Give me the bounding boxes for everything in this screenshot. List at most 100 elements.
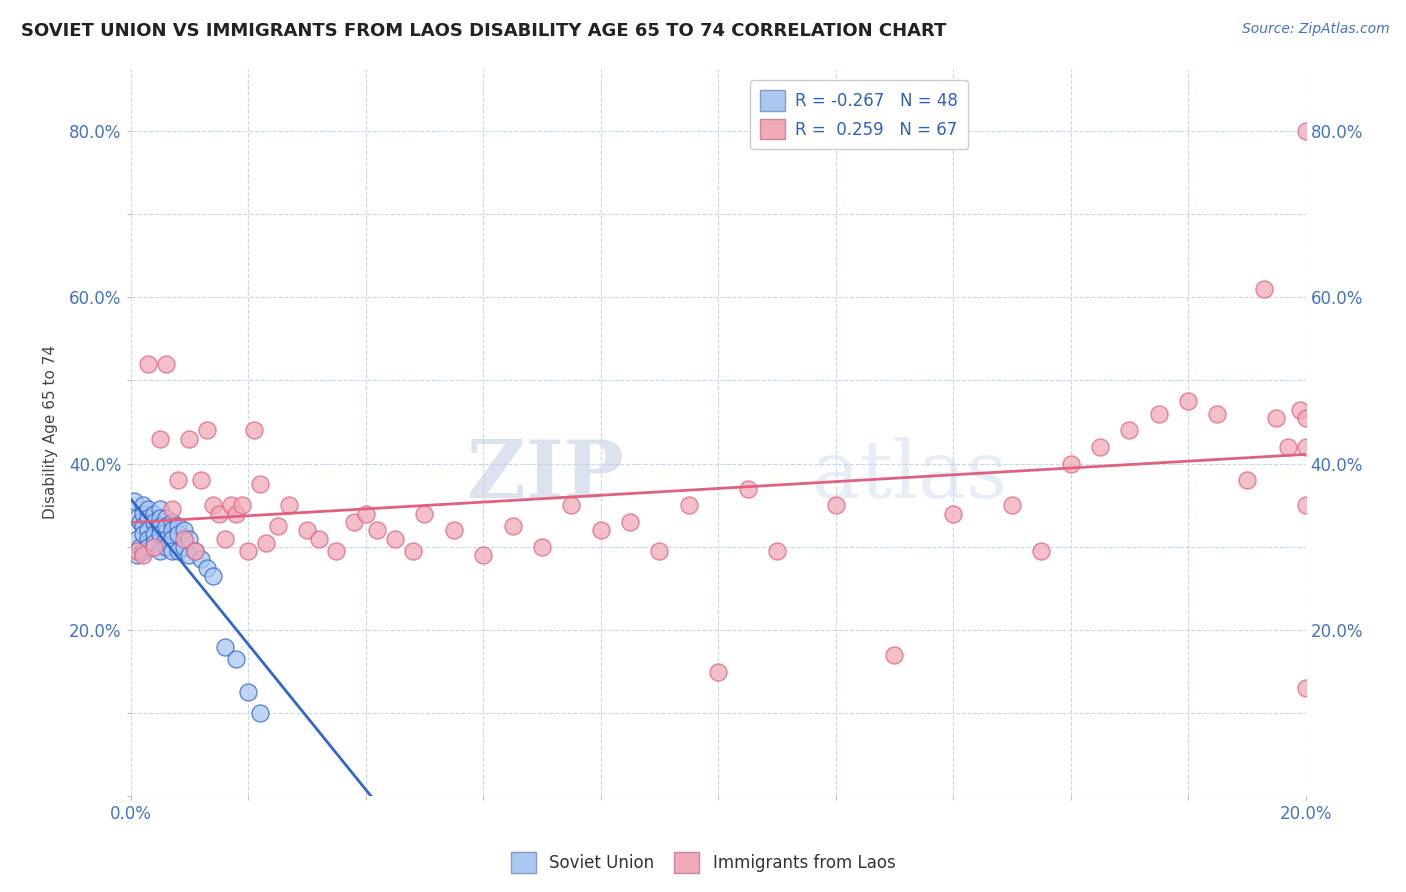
Point bbox=[143, 535, 166, 549]
Point bbox=[179, 532, 201, 546]
Point bbox=[143, 527, 166, 541]
Point bbox=[160, 523, 183, 537]
Point bbox=[125, 510, 148, 524]
Point bbox=[155, 357, 177, 371]
Text: atlas: atlas bbox=[813, 437, 1007, 516]
Point bbox=[149, 519, 172, 533]
Point bbox=[125, 532, 148, 546]
Text: Source: ZipAtlas.com: Source: ZipAtlas.com bbox=[1241, 22, 1389, 37]
Point bbox=[883, 648, 905, 662]
Point bbox=[443, 523, 465, 537]
Point bbox=[149, 502, 172, 516]
Point bbox=[190, 552, 212, 566]
Point bbox=[173, 540, 195, 554]
Point bbox=[238, 544, 260, 558]
Point bbox=[225, 652, 247, 666]
Point bbox=[155, 540, 177, 554]
Point bbox=[824, 498, 846, 512]
Point bbox=[1295, 440, 1317, 454]
Point bbox=[249, 477, 271, 491]
Point bbox=[166, 519, 188, 533]
Point bbox=[1177, 394, 1199, 409]
Point bbox=[208, 507, 231, 521]
Point bbox=[1118, 424, 1140, 438]
Point bbox=[766, 544, 789, 558]
Point bbox=[560, 498, 582, 512]
Point bbox=[166, 473, 188, 487]
Point bbox=[131, 548, 153, 562]
Point bbox=[160, 544, 183, 558]
Legend: R = -0.267   N = 48, R =  0.259   N = 67: R = -0.267 N = 48, R = 0.259 N = 67 bbox=[751, 80, 969, 150]
Point bbox=[184, 544, 207, 558]
Point bbox=[173, 532, 195, 546]
Point bbox=[472, 548, 495, 562]
Point bbox=[131, 507, 153, 521]
Point bbox=[155, 519, 177, 533]
Point bbox=[122, 494, 145, 508]
Point bbox=[219, 498, 242, 512]
Point bbox=[143, 507, 166, 521]
Point bbox=[942, 507, 965, 521]
Point bbox=[160, 532, 183, 546]
Point bbox=[225, 507, 247, 521]
Point bbox=[238, 685, 260, 699]
Point bbox=[266, 519, 288, 533]
Point bbox=[131, 544, 153, 558]
Point bbox=[354, 507, 377, 521]
Point bbox=[1253, 282, 1275, 296]
Point bbox=[160, 502, 183, 516]
Point bbox=[1031, 544, 1053, 558]
Point bbox=[214, 532, 236, 546]
Point bbox=[155, 510, 177, 524]
Point bbox=[502, 519, 524, 533]
Point bbox=[1088, 440, 1111, 454]
Point bbox=[166, 544, 188, 558]
Point bbox=[143, 540, 166, 554]
Point bbox=[1295, 411, 1317, 425]
Point bbox=[1295, 124, 1317, 138]
Point bbox=[149, 510, 172, 524]
Point bbox=[231, 498, 253, 512]
Point bbox=[1277, 440, 1299, 454]
Point bbox=[125, 544, 148, 558]
Point bbox=[131, 527, 153, 541]
Point bbox=[343, 515, 366, 529]
Point bbox=[195, 560, 218, 574]
Point bbox=[325, 544, 347, 558]
Point bbox=[160, 515, 183, 529]
Text: ZIP: ZIP bbox=[467, 437, 624, 516]
Point bbox=[619, 515, 641, 529]
Point bbox=[1236, 473, 1258, 487]
Point bbox=[184, 544, 207, 558]
Point bbox=[138, 510, 160, 524]
Point bbox=[149, 527, 172, 541]
Point bbox=[737, 482, 759, 496]
Point bbox=[1059, 457, 1081, 471]
Point bbox=[278, 498, 301, 512]
Point bbox=[214, 640, 236, 654]
Point bbox=[131, 498, 153, 512]
Y-axis label: Disability Age 65 to 74: Disability Age 65 to 74 bbox=[44, 345, 58, 519]
Legend: Soviet Union, Immigrants from Laos: Soviet Union, Immigrants from Laos bbox=[505, 846, 901, 880]
Point bbox=[195, 424, 218, 438]
Point bbox=[295, 523, 318, 537]
Point bbox=[1295, 681, 1317, 696]
Point bbox=[366, 523, 388, 537]
Point bbox=[413, 507, 436, 521]
Point bbox=[308, 532, 330, 546]
Point bbox=[149, 544, 172, 558]
Point bbox=[131, 519, 153, 533]
Point bbox=[128, 515, 150, 529]
Point bbox=[173, 523, 195, 537]
Point bbox=[149, 432, 172, 446]
Point bbox=[190, 473, 212, 487]
Point bbox=[179, 432, 201, 446]
Point bbox=[138, 523, 160, 537]
Point bbox=[1001, 498, 1024, 512]
Point bbox=[1147, 407, 1170, 421]
Point bbox=[648, 544, 671, 558]
Point bbox=[402, 544, 425, 558]
Point bbox=[138, 502, 160, 516]
Point bbox=[138, 540, 160, 554]
Point bbox=[249, 706, 271, 721]
